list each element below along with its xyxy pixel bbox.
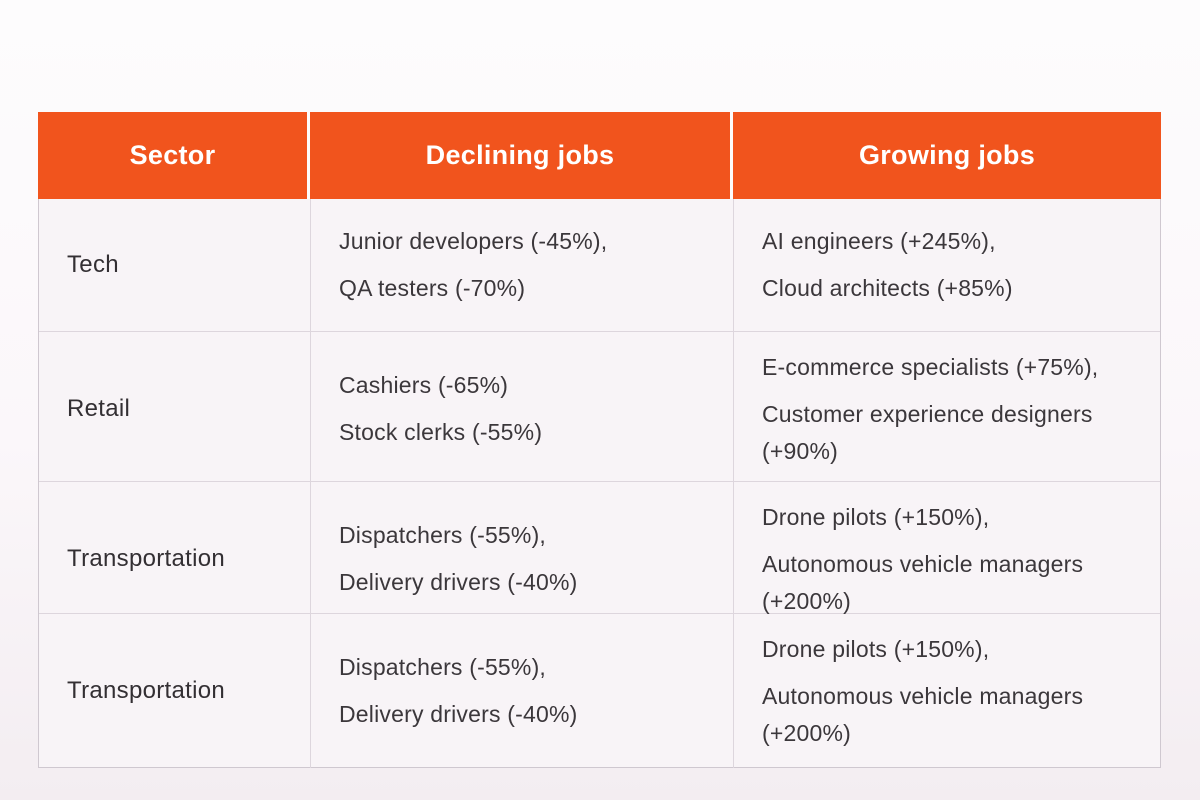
job-item: Drone pilots (+150%),: [762, 636, 990, 662]
job-item: QA testers (-70%): [339, 275, 526, 301]
header-cell-sector: Sector: [38, 112, 310, 199]
sector-cell: Transportation: [67, 677, 226, 705]
table-row: Tech Junior developers (-45%), QA testers…: [39, 199, 1160, 331]
job-item: Drone pilots (+150%),: [762, 504, 990, 530]
declining-jobs-cell: Dispatchers (-55%), Delivery drivers (-40…: [310, 482, 733, 637]
declining-jobs-cell: Dispatchers (-55%), Delivery drivers (-40…: [310, 614, 733, 769]
table-header-row: Sector Declining jobs Growing jobs: [38, 112, 1161, 199]
job-item: Stock clerks (-55%): [339, 419, 543, 446]
job-item: Autonomous vehicle managers (+200%): [762, 682, 1084, 746]
job-item: Dispatchers (-55%),: [339, 654, 547, 681]
job-item: Dispatchers (-55%),: [339, 522, 547, 549]
job-item: Customer experience designers (+90%): [762, 400, 1093, 464]
job-item: Cashiers (-65%): [339, 372, 509, 399]
job-item: Junior developers (-45%),: [339, 228, 608, 255]
header-cell-declining-jobs: Declining jobs: [310, 112, 733, 199]
declining-jobs-cell: Junior developers (-45%), QA testers (-70…: [310, 199, 733, 331]
header-cell-growing-jobs: Growing jobs: [733, 112, 1161, 199]
growing-jobs-cell: AI engineers (+245%), Cloud architects (+…: [733, 199, 1161, 331]
job-item: Delivery drivers (-40%): [339, 701, 578, 728]
sector-cell: Retail: [67, 395, 131, 423]
table-row: Transportation Dispatchers (-55%), Delive…: [39, 481, 1160, 637]
job-item: Cloud architects (+85%): [762, 275, 1013, 301]
job-item: Autonomous vehicle managers (+200%): [762, 550, 1084, 614]
growing-jobs-cell: Drone pilots (+150%), Autonomous vehicle …: [733, 482, 1161, 637]
table-body: Tech Junior developers (-45%), QA testers…: [38, 199, 1161, 769]
job-item: E-commerce specialists (+75%),: [762, 354, 1099, 380]
job-item: AI engineers (+245%),: [762, 228, 996, 255]
sector-cell: Transportation: [67, 545, 226, 573]
table-row: Retail Cashiers (-65%) Stock clerks (-55%…: [39, 331, 1160, 487]
jobs-table: Sector Declining jobs Growing jobs Tech …: [38, 112, 1161, 769]
table-row: Transportation Dispatchers (-55%), Delive…: [39, 613, 1161, 769]
declining-jobs-cell: Cashiers (-65%) Stock clerks (-55%): [310, 332, 733, 487]
sector-cell: Tech: [67, 251, 119, 278]
growing-jobs-cell: E-commerce specialists (+75%), Customer e…: [733, 332, 1161, 487]
growing-jobs-cell: Drone pilots (+150%), Autonomous vehicle …: [733, 614, 1161, 769]
job-item: Delivery drivers (-40%): [339, 569, 578, 596]
